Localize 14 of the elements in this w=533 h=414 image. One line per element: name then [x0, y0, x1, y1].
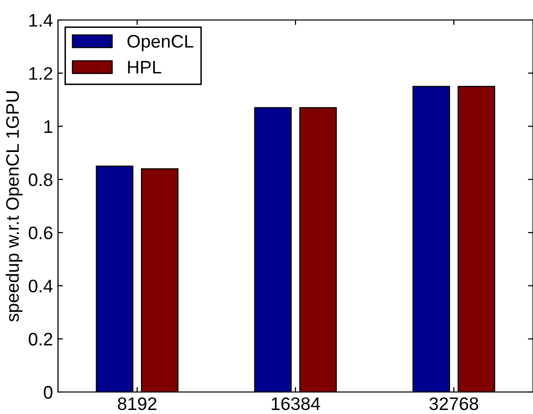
legend-label: HPL — [128, 60, 162, 74]
x-tick-label: 8192 — [118, 397, 156, 410]
y-axis-title: speedup w.r.t OpenCL 1GPU — [6, 91, 22, 322]
y-tick-label: 0.8 — [28, 173, 52, 186]
y-tick-label: 1 — [44, 120, 52, 133]
y-tick-label: 0.6 — [28, 226, 52, 240]
y-tick-label: 1.4 — [29, 14, 53, 27]
y-tick-label: 1.2 — [29, 67, 52, 80]
x-tick-label: 32768 — [429, 397, 478, 410]
legend-label: OpenCL — [127, 34, 194, 52]
y-tick-label: 0.4 — [28, 280, 53, 292]
y-tick-label: 0 — [44, 386, 52, 399]
y-tick-label: 0.2 — [28, 332, 52, 346]
x-tick-label: 16384 — [272, 397, 320, 410]
